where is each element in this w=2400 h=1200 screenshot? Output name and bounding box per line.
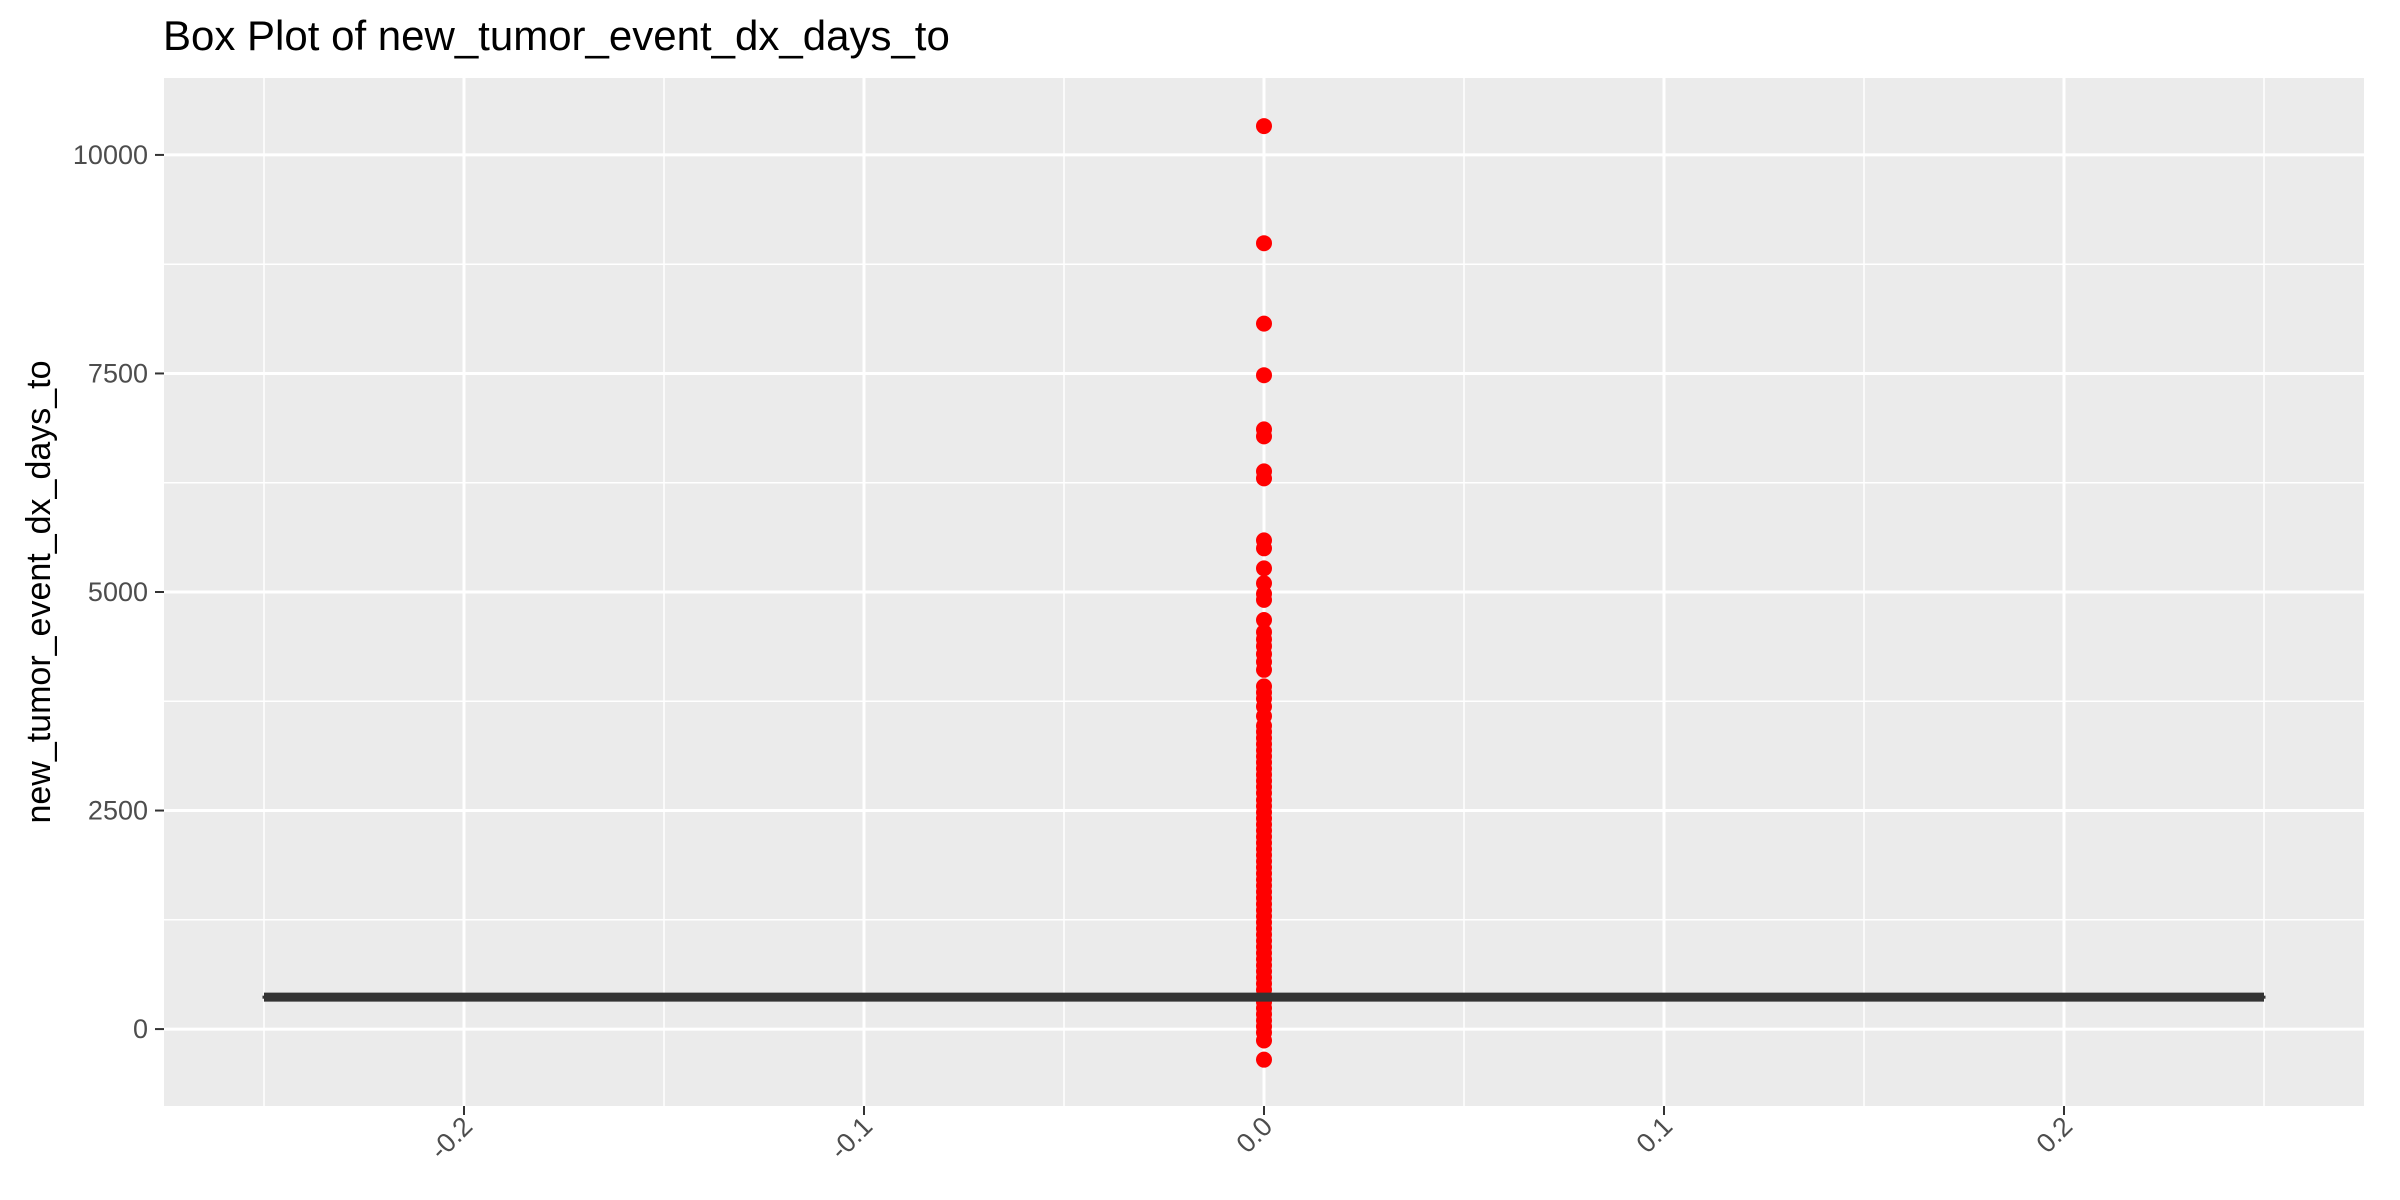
data-point-3 <box>1256 367 1272 384</box>
x-tick-label-0: -0.2 <box>424 1111 478 1165</box>
x-tick-label-2: 0.0 <box>1230 1111 1278 1159</box>
y-tick-label-2: 5000 <box>88 577 148 607</box>
data-point-9 <box>1256 540 1272 557</box>
y-tick-label-4: 10000 <box>73 140 148 170</box>
data-point-14 <box>1256 611 1272 628</box>
x-tick-label-3: 0.1 <box>1630 1111 1678 1159</box>
data-point-77 <box>1256 1032 1272 1049</box>
data-point-1 <box>1256 235 1272 252</box>
data-point-2 <box>1256 315 1272 332</box>
chart-title: Box Plot of new_tumor_event_dx_days_to <box>163 12 950 59</box>
data-point-13 <box>1256 591 1272 608</box>
x-axis-ticks: -0.2 -0.1 0.0 0.1 0.2 <box>424 1106 2078 1165</box>
data-point-10 <box>1256 560 1272 577</box>
x-tick-label-4: 0.2 <box>2030 1111 2078 1159</box>
x-tick-label-1: -0.1 <box>824 1111 878 1165</box>
y-axis-ticks: 0 2500 5000 7500 10000 <box>73 140 164 1044</box>
y-tick-label-0: 0 <box>133 1014 148 1044</box>
data-point-20 <box>1256 661 1272 678</box>
data-point-5 <box>1256 428 1272 445</box>
y-axis-label: new_tumor_event_dx_days_to <box>20 360 58 823</box>
data-point-78 <box>1256 1051 1272 1068</box>
y-tick-label-3: 7500 <box>88 358 148 388</box>
data-point-7 <box>1256 470 1272 487</box>
y-tick-label-1: 2500 <box>88 796 148 826</box>
data-point-0 <box>1256 118 1272 135</box>
